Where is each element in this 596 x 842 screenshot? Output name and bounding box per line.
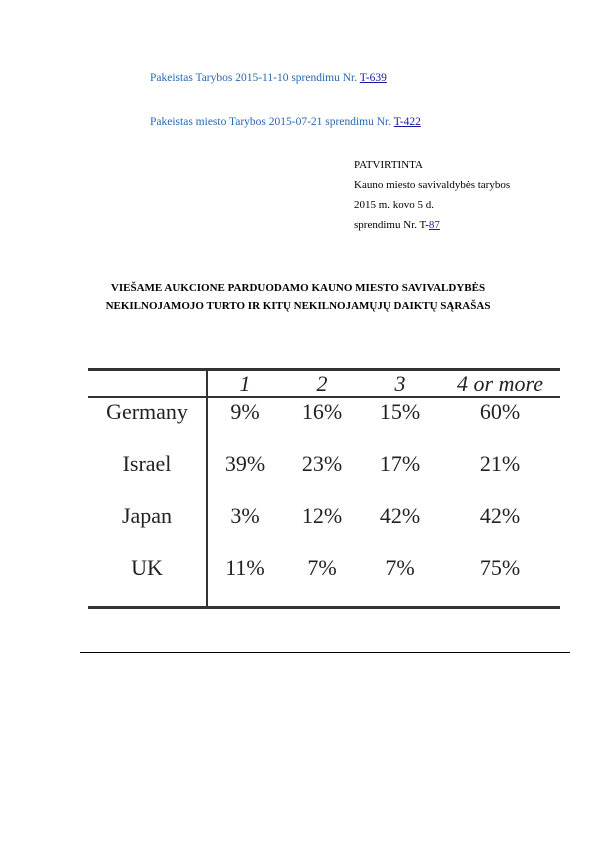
cell-japan-2: 12% [301,503,343,528]
cell-japan-4: 42% [479,503,521,528]
cell-israel-4: 21% [479,451,521,476]
cell-uk-1: 11% [225,555,265,580]
row-label-japan: Japan [121,503,173,528]
cell-uk-3: 7% [385,555,415,580]
amendment-note-2: Pakeistas miesto Tarybos 2015-07-21 spre… [150,116,421,128]
cell-israel-1: 39% [224,451,266,476]
amendment-note-1: Pakeistas Tarybos 2015-11-10 sprendimu N… [150,72,387,84]
amendment-link-2[interactable]: T-422 [393,116,421,128]
title-line-2: NEKILNOJAMOJO TURTO IR KITŲ NEKILNOJAMŲJ… [105,300,491,312]
cell-germany-2: 16% [301,399,343,424]
cell-germany-4: 60% [479,399,521,424]
cell-japan-1: 3% [230,503,260,528]
cell-germany-3: 15% [379,399,421,424]
approval-line-2: Kauno miesto savivaldybės tarybos [354,179,511,191]
header-col-1: 1 [239,371,251,396]
table-header-rule [88,396,560,398]
row-label-germany: Germany [106,399,188,424]
approval-line-4: sprendimu Nr. T-87 [354,215,510,235]
data-table: 1 2 3 4 or more Germany 9% 16% 15% 60% I… [88,368,560,610]
cell-japan-3: 42% [379,503,421,528]
title-line-1: VIEŠAME AUKCIONE PARDUODAMO KAUNO MIESTO… [110,282,486,294]
cell-israel-3: 17% [379,451,421,476]
approval-block: PATVIRTINTA Kauno miesto savivaldybės ta… [354,155,510,235]
cell-germany-1: 9% [230,399,260,424]
amendment-link-1[interactable]: T-639 [359,72,387,84]
approval-line-3: 2015 m. kovo 5 d. [354,199,435,211]
row-label-israel: Israel [122,451,172,476]
header-col-3: 3 [394,371,406,396]
document-title: VIEŠAME AUKCIONE PARDUODAMO KAUNO MIESTO… [60,279,536,315]
embedded-table-image: 1 2 3 4 or more Germany 9% 16% 15% 60% I… [80,328,570,652]
amendment-text-1: Pakeistas Tarybos 2015-11-10 sprendimu N… [150,72,360,84]
table-top-rule [88,368,560,371]
cell-israel-2: 23% [301,451,343,476]
cell-uk-2: 7% [307,555,337,580]
header-col-4: 4 or more [457,371,543,396]
decision-number-link[interactable]: 87 [428,219,440,231]
decision-number-prefix: sprendimu Nr. T- [354,219,429,231]
row-label-uk: UK [131,555,163,580]
approval-line-1: PATVIRTINTA [354,159,423,171]
table-bottom-rule [88,606,560,609]
header-col-2: 2 [316,371,328,396]
table-vertical-rule [206,368,208,609]
amendment-text-2: Pakeistas miesto Tarybos 2015-07-21 spre… [150,116,394,128]
image-bottom-border [80,652,570,653]
cell-uk-4: 75% [479,555,521,580]
